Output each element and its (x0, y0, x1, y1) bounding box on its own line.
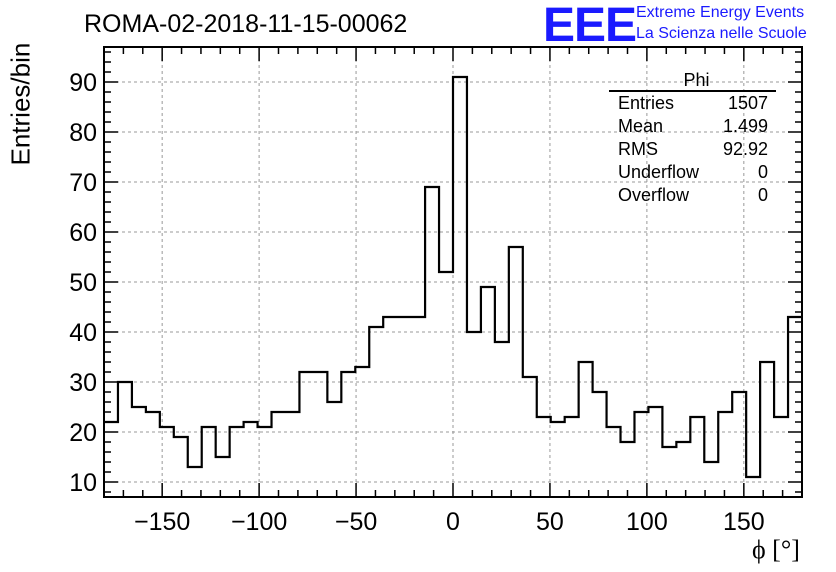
x-tick-label: 150 (723, 508, 765, 536)
y-tick-label: 20 (69, 419, 97, 447)
stats-row-rms: RMS 92.92 (609, 138, 776, 161)
stats-label: Entries (618, 93, 675, 113)
stats-row-underflow: Underflow 0 (609, 161, 776, 184)
stats-value: 0 (757, 162, 768, 182)
x-tick-label: −100 (231, 508, 287, 536)
x-tick-label: −50 (335, 508, 377, 536)
x-tick-label: 50 (536, 508, 564, 536)
y-tick-label: 80 (69, 119, 97, 147)
y-tick-label: 10 (69, 469, 97, 497)
y-tick-label: 90 (69, 69, 97, 97)
stats-label: Overflow (618, 185, 690, 205)
stats-value: 1507 (727, 93, 768, 113)
y-tick-label: 60 (69, 219, 97, 247)
y-tick-label: 70 (69, 169, 97, 197)
y-tick-label: 30 (69, 369, 97, 397)
stats-label: RMS (618, 139, 658, 159)
x-tick-label: 100 (626, 508, 668, 536)
stats-row-entries: Entries 1507 (609, 92, 776, 115)
x-tick-label: 0 (446, 508, 460, 536)
stats-row-mean: Mean 1.499 (609, 115, 776, 138)
y-tick-label: 40 (69, 319, 97, 347)
y-tick-label: 50 (69, 269, 97, 297)
stats-value: 92.92 (722, 139, 768, 159)
stats-box: Phi Entries 1507 Mean 1.499 RMS 92.92 Under… (609, 70, 776, 207)
x-tick-labels: −150 −100 −50 0 50 100 150 (134, 508, 765, 536)
histogram-line (104, 75, 802, 479)
eee-logo: EEE (543, 0, 637, 52)
stats-value: 0 (757, 185, 768, 205)
brand-line-2: La Scienza nelle Scuole (636, 25, 807, 42)
run-title: ROMA-02-2018-11-15-00062 (84, 10, 408, 38)
y-axis-label: Entries/bin (5, 42, 36, 166)
axis-ticks (104, 47, 802, 497)
y-tick-labels: 10 20 30 40 50 60 70 80 90 (69, 69, 97, 497)
stats-value: 1.499 (722, 116, 768, 136)
stats-row-overflow: Overflow 0 (609, 184, 776, 207)
brand-line-1: Extreme Energy Events (636, 4, 805, 21)
x-axis-label: ϕ [°] (752, 535, 800, 564)
stats-label: Mean (618, 116, 664, 136)
stats-title: Phi (609, 70, 776, 92)
stats-label: Underflow (618, 162, 700, 182)
x-tick-label: −150 (134, 508, 190, 536)
